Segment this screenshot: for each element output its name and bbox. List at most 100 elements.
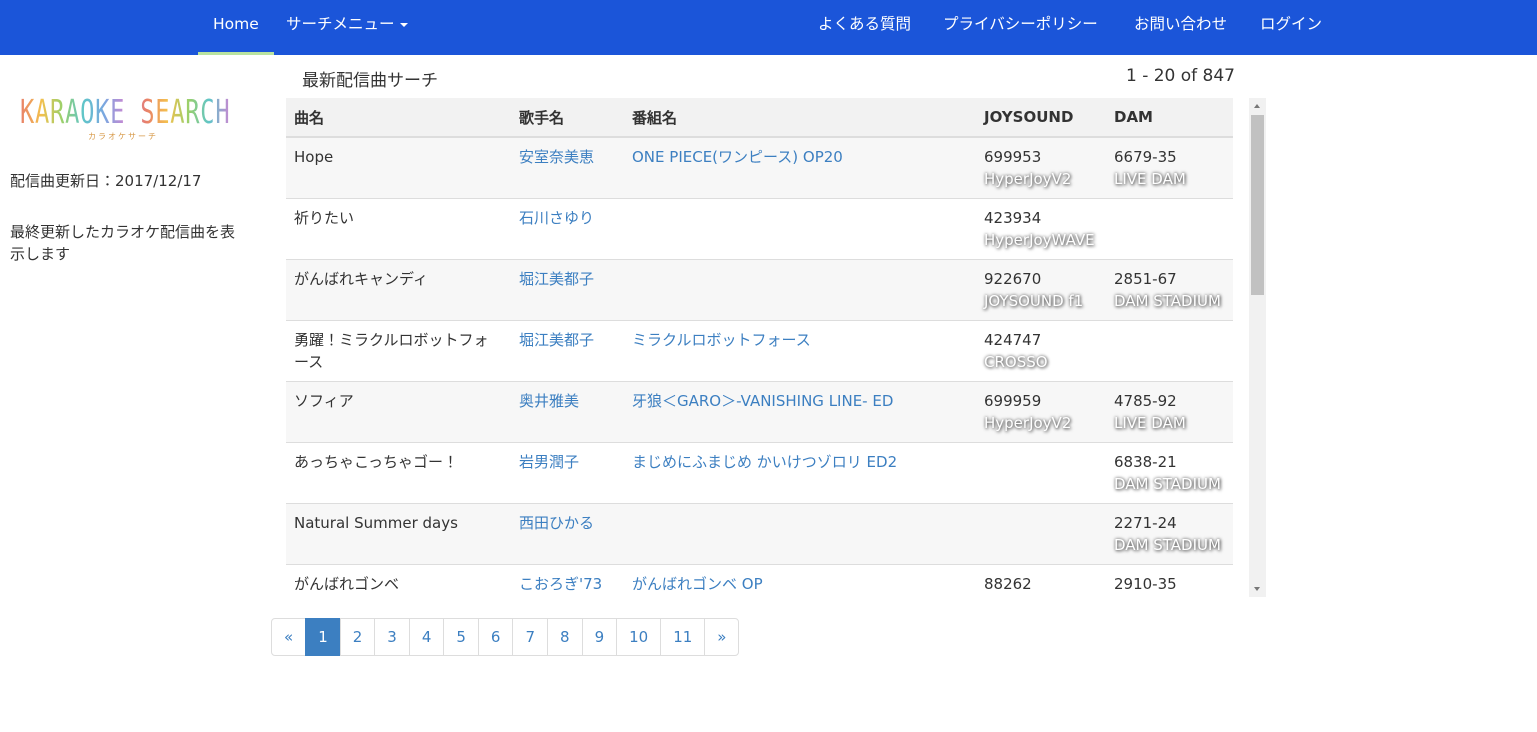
table-row: Natural Summer days 西田ひかる 2271-24 DAM STADI… bbox=[286, 502, 1233, 564]
artist-link[interactable]: 安室奈美恵 bbox=[519, 148, 595, 166]
nav-contact[interactable]: お問い合わせ bbox=[1134, 15, 1228, 33]
logo[interactable]: KARAOKE SEARCH bbox=[20, 92, 231, 131]
artist-link[interactable]: 石川さゆり bbox=[519, 208, 595, 227]
page-link[interactable]: 4 bbox=[408, 618, 445, 656]
song-title: 勇躍！ミラクルロボットフォース bbox=[294, 330, 489, 371]
dam-model: DAM STADIUM bbox=[1114, 291, 1221, 310]
artist-cell: 石川さゆり bbox=[511, 197, 624, 259]
artist-link[interactable]: 堀江美都子 bbox=[519, 269, 595, 288]
song-cell: ソフィア bbox=[286, 380, 511, 442]
program-cell: がんばれゴンベ OP bbox=[624, 563, 976, 597]
dam-number: 6679-35 bbox=[1114, 148, 1177, 166]
table-row: 祈りたい 石川さゆり 423934 HyperJoyWAVE bbox=[286, 197, 1233, 259]
dam-number: 2910-35 bbox=[1114, 574, 1177, 593]
song-title: 祈りたい bbox=[294, 208, 355, 227]
page-link[interactable]: 8 bbox=[547, 618, 583, 656]
artist-link[interactable]: 岩男潤子 bbox=[519, 452, 580, 471]
description: 最終更新したカラオケ配信曲を表示します bbox=[10, 223, 236, 263]
nav-search-menu[interactable]: サーチメニュー bbox=[286, 0, 408, 55]
joysound-cell: 922670 JOYSOUND f1 bbox=[976, 258, 1106, 320]
nav-faq[interactable]: よくある質問 bbox=[818, 15, 912, 33]
program-link[interactable]: ミラクルロボットフォース bbox=[632, 330, 811, 349]
column-header: 番組名 bbox=[624, 98, 976, 138]
song-cell: Natural Summer days bbox=[286, 502, 511, 564]
program-cell: まじめにふまじめ かいけつゾロリ ED2 bbox=[624, 441, 976, 503]
artist-link[interactable]: 堀江美都子 bbox=[519, 330, 595, 349]
dam-model: DAM STADIUM bbox=[1114, 535, 1221, 554]
scroll-down[interactable] bbox=[1254, 587, 1260, 591]
joysound-cell bbox=[976, 441, 1106, 503]
program-cell bbox=[624, 197, 976, 259]
artist-link[interactable]: こおろぎ'73 bbox=[519, 574, 603, 593]
program-link[interactable]: ONE PIECE(ワンピース) OP20 bbox=[632, 148, 843, 166]
program-cell: ミラクルロボットフォース bbox=[624, 319, 976, 381]
dam-cell bbox=[1106, 319, 1233, 381]
dam-cell: 2851-67 DAM STADIUM bbox=[1106, 258, 1233, 320]
dam-cell: 2910-35 bbox=[1106, 563, 1233, 597]
artist-link[interactable]: 奥井雅美 bbox=[519, 391, 580, 410]
table-row: ソフィア 奥井雅美 牙狼＜GARO＞-VANISHING LINE- ED 69995… bbox=[286, 380, 1233, 442]
song-title: がんばれゴンベ bbox=[294, 574, 400, 593]
joysound-model: JOYSOUND f1 bbox=[984, 291, 1084, 310]
column-header: JOYSOUND bbox=[976, 98, 1106, 138]
song-title: がんばれキャンディ bbox=[294, 269, 428, 288]
header-row: 曲名 歌手名 番組名 JOYSOUND DAM bbox=[286, 98, 1233, 138]
page-link[interactable]: 11 bbox=[660, 618, 706, 656]
program-link[interactable]: まじめにふまじめ かいけつゾロリ ED2 bbox=[632, 452, 898, 471]
song-table: 曲名 歌手名 番組名 JOYSOUND DAM Hope 安室奈美恵 ONE PIECE(ワ… bbox=[286, 98, 1233, 597]
page-link[interactable]: 1 bbox=[305, 618, 341, 656]
dam-cell: 4785-92 LIVE DAM bbox=[1106, 380, 1233, 442]
nav-login[interactable]: ログイン bbox=[1260, 15, 1323, 33]
artist-cell: 安室奈美恵 bbox=[511, 136, 624, 198]
joysound-number: 88262 bbox=[984, 574, 1032, 593]
song-cell: あっちゃこっちゃゴー！ bbox=[286, 441, 511, 503]
song-title: あっちゃこっちゃゴー！ bbox=[294, 452, 458, 471]
artist-cell: こおろぎ'73 bbox=[511, 563, 624, 597]
song-cell: がんばれゴンベ bbox=[286, 563, 511, 597]
nav-search-menu-label: サーチメニュー bbox=[286, 15, 395, 33]
artist-cell: 堀江美都子 bbox=[511, 319, 624, 381]
scrollbar[interactable] bbox=[1249, 98, 1266, 597]
joysound-cell bbox=[976, 502, 1106, 564]
dam-model: DAM STADIUM bbox=[1114, 474, 1221, 493]
column-header: 曲名 bbox=[286, 98, 511, 138]
page-link[interactable]: 5 bbox=[443, 618, 479, 656]
table-row: がんばれキャンディ 堀江美都子 922670 JOYSOUND f1 2851-67 DA… bbox=[286, 258, 1233, 320]
dam-number: 6838-21 bbox=[1114, 452, 1177, 471]
logo-subtitle: カラオケサーチ bbox=[88, 132, 158, 141]
page-link[interactable]: 2 bbox=[339, 618, 376, 656]
page-link[interactable]: « bbox=[271, 618, 307, 656]
song-title: Natural Summer days bbox=[294, 513, 458, 532]
nav-home[interactable]: Home bbox=[198, 0, 274, 55]
program-cell: 牙狼＜GARO＞-VANISHING LINE- ED bbox=[624, 380, 976, 442]
song-cell: Hope bbox=[286, 136, 511, 198]
nav-privacy[interactable]: プライバシーポリシー bbox=[943, 15, 1098, 33]
joysound-number: 699959 bbox=[984, 391, 1042, 410]
page-link[interactable]: 3 bbox=[374, 618, 410, 656]
artist-cell: 堀江美都子 bbox=[511, 258, 624, 320]
table-row: Hope 安室奈美恵 ONE PIECE(ワンピース) OP20 699953 Hype… bbox=[286, 136, 1233, 198]
artist-cell: 奥井雅美 bbox=[511, 380, 624, 442]
program-cell bbox=[624, 258, 976, 320]
page-link[interactable]: 7 bbox=[512, 618, 549, 656]
page-title: 最新配信曲サーチ bbox=[302, 71, 438, 91]
scroll-thumb[interactable] bbox=[1251, 115, 1264, 295]
joysound-number: 424747 bbox=[984, 330, 1042, 349]
dam-cell: 2271-24 DAM STADIUM bbox=[1106, 502, 1233, 564]
program-link[interactable]: 牙狼＜GARO＞-VANISHING LINE- ED bbox=[632, 391, 894, 410]
table-scroll[interactable]: 曲名 歌手名 番組名 JOYSOUND DAM Hope 安室奈美恵 ONE PIECE(ワ… bbox=[286, 98, 1266, 597]
dam-number: 4785-92 bbox=[1114, 391, 1177, 410]
page-link[interactable]: » bbox=[704, 618, 740, 656]
artist-link[interactable]: 西田ひかる bbox=[519, 513, 595, 532]
page-link[interactable]: 6 bbox=[477, 618, 514, 656]
program-link[interactable]: がんばれゴンベ OP bbox=[632, 574, 763, 593]
scroll-up[interactable] bbox=[1254, 104, 1260, 108]
page-link[interactable]: 10 bbox=[616, 618, 662, 656]
song-title: ソフィア bbox=[294, 391, 354, 410]
joysound-model: HyperJoyV2 bbox=[984, 170, 1072, 188]
page-link[interactable]: 9 bbox=[581, 618, 618, 656]
pagination: «1 2 3 4 5 6 7 8 9 10 11» bbox=[271, 618, 740, 656]
song-cell: 勇躍！ミラクルロボットフォース bbox=[286, 319, 511, 381]
song-title: Hope bbox=[294, 148, 334, 166]
